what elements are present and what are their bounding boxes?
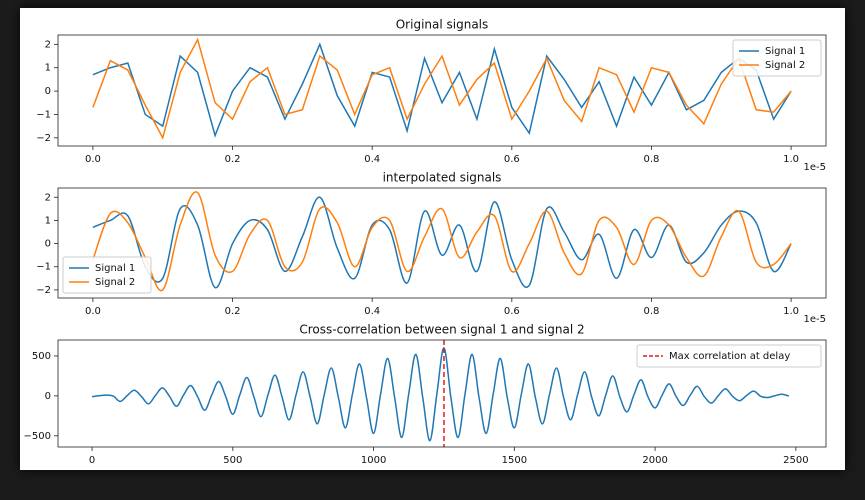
x-tick-label: 500 [223,455,242,466]
x-tick-label: 1500 [502,455,527,466]
series-line [91,347,790,442]
x-tick-label: 0.0 [85,306,101,317]
x-tick-label: 0.2 [225,306,241,317]
axes-frame [57,187,827,299]
legend-label: Signal 1 [95,263,135,274]
chart-title: Original signals [396,18,489,32]
x-tick-label: 1.0 [783,306,799,317]
x-tick-label: 0.6 [504,306,520,317]
series-line [92,37,792,140]
x-tick-label: 0.2 [225,154,241,165]
y-tick-label: 0 [45,391,51,402]
y-tick-label: −1 [36,262,51,273]
legend-box [636,344,822,368]
legend: Max correlation at delay [636,344,822,368]
y-tick-label: 0 [45,239,51,250]
y-tick-label: 2 [45,39,51,50]
legend-label: Signal 2 [95,277,135,288]
chart-title: interpolated signals [383,171,502,185]
x-tick-label: 0.4 [364,306,380,317]
y-tick-label: 1 [45,215,51,226]
x-tick-label: 1000 [361,455,386,466]
x-tick-label: 2000 [642,455,667,466]
series-line [92,191,792,292]
legend: Signal 1 Signal 2 [732,39,822,77]
x-tick-label: 0.4 [364,154,380,165]
plot-area [92,191,792,292]
y-tick-label: −2 [36,285,51,296]
legend: Signal 1 Signal 2 [62,256,152,294]
axes-frame [57,34,827,147]
chart-title: Cross-correlation between signal 1 and s… [299,323,584,337]
legend-label: Signal 2 [765,60,805,71]
y-tick-label: −2 [36,133,51,144]
legend-label: Signal 1 [765,46,805,57]
x-tick-label: 2500 [783,455,808,466]
axes-frame [57,339,827,448]
plot-area [92,37,792,140]
x-offset-label: 1e-5 [804,314,827,325]
x-tick-label: 1.0 [783,154,799,165]
legend-box [62,256,152,294]
legend-label: Max correlation at delay [669,351,790,362]
x-tick-label: 0.8 [644,154,660,165]
plot-area [91,347,790,442]
x-offset-label: 1e-5 [804,162,827,173]
x-tick-label: 0 [89,455,95,466]
y-tick-label: 500 [32,351,51,362]
y-tick-label: 0 [45,86,51,97]
legend-box [732,39,822,77]
x-tick-label: 0.0 [85,154,101,165]
y-tick-label: −500 [24,431,51,442]
y-tick-label: −1 [36,109,51,120]
x-tick-label: 0.8 [644,306,660,317]
x-tick-label: 0.6 [504,154,520,165]
y-tick-label: 2 [45,192,51,203]
y-tick-label: 1 [45,63,51,74]
